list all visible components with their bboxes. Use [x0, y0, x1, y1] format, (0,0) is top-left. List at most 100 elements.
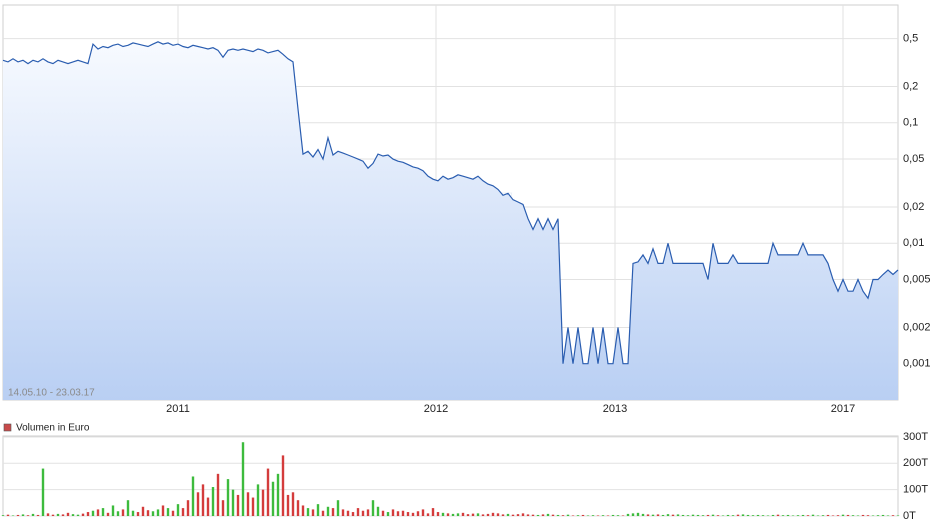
volume-bar — [806, 515, 810, 516]
volume-bar — [86, 512, 90, 516]
volume-bar — [566, 514, 570, 516]
volume-bar — [721, 515, 725, 516]
volume-bar — [821, 515, 825, 516]
volume-bar — [696, 514, 700, 516]
volume-bar — [401, 510, 405, 516]
volume-bar — [1, 515, 5, 516]
volume-panel — [2, 435, 899, 517]
volume-bar — [831, 515, 835, 516]
volume-bar — [81, 513, 85, 516]
volume-bar — [291, 492, 295, 516]
volume-bar — [646, 514, 650, 516]
volume-bar — [66, 512, 70, 516]
volume-bar — [166, 508, 170, 516]
volume-bar — [501, 514, 505, 516]
volume-bar — [761, 515, 765, 516]
volume-bar — [846, 514, 850, 516]
volume-bar — [476, 513, 480, 516]
volume-bar — [456, 513, 460, 516]
legend-label: Volumen in Euro — [16, 423, 90, 434]
volume-bar — [146, 510, 150, 516]
volume-bar — [636, 512, 640, 516]
volume-bar — [386, 512, 390, 516]
volume-bar — [616, 515, 620, 516]
volume-bar — [791, 515, 795, 516]
volume-bar — [486, 513, 490, 516]
volume-bar — [176, 504, 180, 516]
y-tick-label: 0T — [903, 510, 916, 522]
volume-bar — [626, 513, 630, 516]
volume-bar — [661, 514, 665, 516]
volume-bar — [116, 511, 120, 516]
volume-bar — [151, 511, 155, 516]
volume-bar — [676, 514, 680, 516]
volume-bar — [326, 506, 330, 516]
volume-bar — [576, 515, 580, 516]
volume-bar — [91, 510, 95, 516]
y-tick-label: 0,005 — [903, 273, 931, 285]
volume-bar — [606, 515, 610, 516]
volume-bar — [141, 506, 145, 516]
price-area — [3, 41, 898, 401]
volume-bar — [396, 511, 400, 516]
volume-bar — [481, 514, 485, 516]
volume-bar — [796, 515, 800, 516]
volume-bar — [546, 513, 550, 516]
price-line — [2, 41, 899, 365]
volume-bar — [136, 512, 140, 516]
volume-bar — [281, 455, 285, 516]
volume-bar — [556, 514, 560, 516]
volume-bar — [611, 514, 615, 516]
volume-bar — [776, 514, 780, 516]
volume-bar — [121, 509, 125, 516]
x-tick-label: 2012 — [424, 403, 448, 415]
volume-bar — [316, 504, 320, 516]
volume-bar — [46, 513, 50, 516]
volume-bar — [506, 513, 510, 516]
volume-bar — [816, 515, 820, 516]
volume-bar — [361, 510, 365, 516]
volume-bar — [581, 514, 585, 516]
y-tick-label: 0,2 — [903, 80, 918, 92]
volume-bar — [101, 508, 105, 516]
volume-bar — [106, 512, 110, 516]
volume-bar — [731, 515, 735, 516]
volume-bar — [16, 514, 20, 516]
volume-bar — [666, 514, 670, 516]
volume-bar — [196, 492, 200, 516]
volume-bar — [351, 512, 355, 516]
volume-bar — [551, 514, 555, 516]
volume-bar — [6, 514, 10, 516]
volume-bar — [276, 473, 280, 516]
volume-bar — [631, 513, 635, 516]
volume-bar — [261, 489, 265, 516]
volume-bar — [371, 500, 375, 516]
volume-bar — [321, 510, 325, 516]
volume-bar — [651, 514, 655, 516]
volume-bar — [356, 508, 360, 516]
volume-bar — [726, 514, 730, 516]
volume-bar — [201, 484, 205, 516]
volume-bar — [226, 479, 230, 516]
y-tick-label: 0,05 — [903, 153, 924, 165]
y-tick-label: 0,02 — [903, 201, 924, 213]
volume-bar — [751, 515, 755, 516]
volume-bar — [711, 514, 715, 516]
volume-bar — [521, 513, 525, 516]
volume-bar — [621, 515, 625, 516]
volume-bar — [841, 514, 845, 516]
volume-bar — [701, 515, 705, 516]
volume-bar — [461, 512, 465, 516]
volume-bar — [126, 500, 130, 516]
volume-bar — [96, 509, 100, 516]
y-tick-label: 0,002 — [903, 321, 931, 333]
volume-bar — [641, 513, 645, 516]
volume-bar — [41, 468, 45, 516]
volume-bar — [301, 505, 305, 516]
volume-bar — [186, 500, 190, 516]
volume-bar — [881, 514, 885, 516]
volume-bar — [231, 489, 235, 516]
volume-bar — [171, 510, 175, 516]
